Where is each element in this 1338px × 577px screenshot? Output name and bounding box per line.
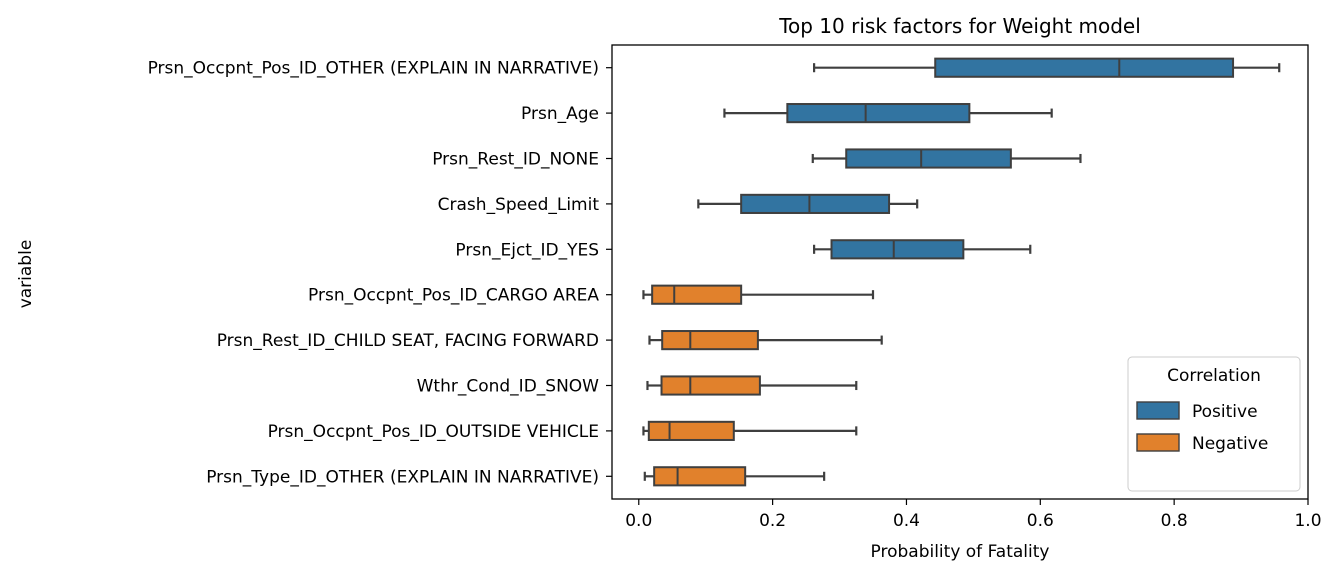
x-tick-label: 0.6: [1027, 511, 1054, 531]
legend: Correlation Positive Negative: [1127, 356, 1301, 492]
box: [647, 420, 735, 441]
legend-label-positive: Positive: [1192, 402, 1258, 422]
legend-frame: [1127, 356, 1301, 492]
y-tick-label: Wthr_Cond_ID_SNOW: [417, 377, 600, 397]
box: [786, 103, 971, 124]
y-tick-label: Prsn_Occpnt_Pos_ID_OTHER (EXPLAIN IN NAR…: [148, 59, 599, 79]
box: [653, 466, 747, 487]
box: [830, 239, 965, 260]
box: [934, 57, 1235, 78]
x-tick-label: 0.2: [759, 511, 786, 531]
chart-title: Top 10 risk factors for Weight model: [778, 14, 1141, 38]
y-tick-label: Prsn_Rest_ID_NONE: [432, 150, 599, 170]
legend-swatch-positive: [1136, 401, 1180, 420]
box: [661, 330, 759, 351]
y-axis-label: variable: [16, 240, 36, 309]
box: [651, 284, 743, 305]
plot-area: Prsn_Occpnt_Pos_ID_OTHER (EXPLAIN IN NAR…: [148, 44, 1322, 531]
box: [740, 193, 891, 214]
legend-title: Correlation: [1167, 366, 1261, 386]
x-axis-label: Probability of Fatality: [871, 542, 1050, 562]
x-tick-label: 0.8: [1161, 511, 1188, 531]
x-tick-label: 1.0: [1294, 511, 1321, 531]
y-tick-label: Prsn_Type_ID_OTHER (EXPLAIN IN NARRATIVE…: [206, 467, 599, 487]
x-tick-label: 0.4: [893, 511, 920, 531]
box: [845, 148, 1012, 169]
box: [660, 375, 761, 396]
axes-frame: [611, 44, 1309, 500]
y-tick-label: Prsn_Rest_ID_CHILD SEAT, FACING FORWARD: [217, 331, 599, 351]
legend-swatch-negative: [1136, 433, 1180, 452]
y-tick-label: Prsn_Occpnt_Pos_ID_CARGO AREA: [308, 286, 599, 306]
y-tick-label: Prsn_Occpnt_Pos_ID_OUTSIDE VEHICLE: [268, 422, 599, 442]
y-tick-label: Prsn_Ejct_ID_YES: [455, 240, 599, 260]
x-tick-label: 0.0: [625, 511, 652, 531]
y-tick-label: Prsn_Age: [521, 104, 599, 124]
legend-label-negative: Negative: [1192, 434, 1268, 454]
y-tick-label: Crash_Speed_Limit: [438, 195, 600, 215]
